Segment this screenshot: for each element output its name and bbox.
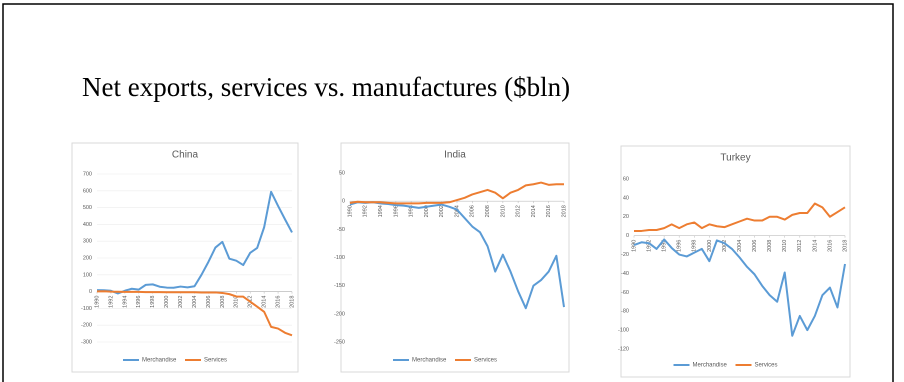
x-tick-label: 2006	[470, 205, 476, 217]
x-tick-label: 1990	[347, 205, 353, 217]
y-tick-label: 200	[83, 255, 92, 261]
x-tick-label: 1992	[363, 205, 369, 217]
y-tick-label: -200	[81, 323, 92, 329]
series-line	[349, 181, 564, 205]
legend-label: Merchandise	[412, 358, 447, 364]
y-tick-label: 50	[339, 170, 345, 176]
y-tick-label: 400	[83, 222, 92, 228]
x-tick-label: 2006	[752, 240, 758, 252]
x-tick-label: 1992	[647, 240, 653, 252]
x-tick-label: 2002	[178, 296, 184, 308]
series-line	[634, 202, 846, 232]
chart-title: China	[172, 150, 199, 161]
x-tick-label: 2004	[737, 240, 743, 252]
x-tick-label: 1998	[409, 205, 415, 217]
x-tick-label: 2018	[289, 296, 295, 308]
x-tick-label: 1996	[136, 296, 142, 308]
series-line	[349, 201, 565, 310]
y-tick-label: 500	[83, 205, 92, 211]
x-tick-label: 2018	[842, 240, 848, 252]
y-tick-label: 0	[89, 289, 92, 295]
y-tick-label: -250	[334, 339, 345, 345]
y-tick-label: -40	[621, 271, 629, 277]
y-tick-label: -100	[618, 328, 629, 334]
x-tick-label: 1994	[662, 240, 668, 252]
series-line	[96, 290, 293, 337]
legend-label: Services	[755, 363, 778, 369]
x-tick-label: 2006	[206, 296, 212, 308]
series-line	[96, 190, 293, 295]
legend-label: Merchandise	[142, 358, 177, 364]
slide-title: Net exports, services vs. manufactures (…	[82, 72, 570, 102]
x-tick-label: 1998	[150, 296, 156, 308]
y-tick-label: 0	[342, 199, 345, 205]
x-tick-label: 2008	[767, 240, 773, 252]
x-tick-label: 1996	[393, 205, 399, 217]
x-tick-label: 2000	[707, 240, 713, 252]
x-tick-label: 2000	[164, 296, 170, 308]
y-tick-label: -50	[337, 227, 345, 233]
x-tick-label: 1998	[692, 240, 698, 252]
x-tick-label: 1990	[94, 296, 100, 308]
x-tick-label: 1994	[378, 205, 384, 217]
y-tick-label: 600	[83, 188, 92, 194]
y-tick-label: -100	[81, 306, 92, 312]
y-tick-label: -120	[618, 346, 629, 352]
y-tick-label: -100	[334, 255, 345, 261]
series-line	[633, 238, 846, 337]
x-tick-label: 2002	[722, 240, 728, 252]
x-tick-label: 1994	[122, 296, 128, 308]
y-tick-label: -150	[334, 283, 345, 289]
chart-frame	[620, 145, 851, 378]
x-tick-label: 2016	[276, 296, 282, 308]
x-tick-label: 2010	[500, 205, 506, 217]
x-tick-label: 2012	[797, 240, 803, 252]
chart-title: Turkey	[720, 153, 750, 164]
y-tick-label: -300	[81, 339, 92, 345]
x-tick-label: 2008	[220, 296, 226, 308]
x-tick-label: 1992	[108, 296, 114, 308]
y-tick-label: -200	[334, 311, 345, 317]
chart-frame	[71, 142, 299, 373]
y-tick-label: -60	[621, 290, 629, 296]
x-tick-label: 2008	[485, 205, 491, 217]
y-tick-label: 300	[83, 239, 92, 245]
y-tick-label: 700	[83, 171, 92, 177]
x-tick-label: 2014	[531, 205, 537, 217]
x-tick-label: 2014	[812, 240, 818, 252]
legend-label: Services	[474, 358, 497, 364]
x-tick-label: 2004	[192, 296, 198, 308]
legend-label: Services	[204, 358, 227, 364]
x-tick-label: 2002	[439, 205, 445, 217]
y-tick-label: 40	[623, 195, 629, 201]
x-tick-label: 2012	[516, 205, 522, 217]
y-tick-label: 0	[626, 233, 629, 239]
chart-frame	[340, 142, 570, 373]
y-tick-label: -20	[621, 252, 629, 258]
y-tick-label: -80	[621, 309, 629, 315]
y-tick-label: 100	[83, 272, 92, 278]
x-tick-label: 2016	[827, 240, 833, 252]
x-tick-label: 2000	[424, 205, 430, 217]
x-tick-label: 2018	[561, 205, 567, 217]
x-tick-label: 1996	[677, 240, 683, 252]
x-tick-label: 2010	[234, 296, 240, 308]
x-tick-label: 2016	[546, 205, 552, 217]
legend-label: Merchandise	[693, 363, 728, 369]
x-tick-label: 2014	[262, 296, 268, 308]
y-tick-label: 20	[623, 214, 629, 220]
y-tick-label: 60	[623, 176, 629, 182]
x-tick-label: 2010	[782, 240, 788, 252]
chart-title: India	[444, 150, 466, 161]
